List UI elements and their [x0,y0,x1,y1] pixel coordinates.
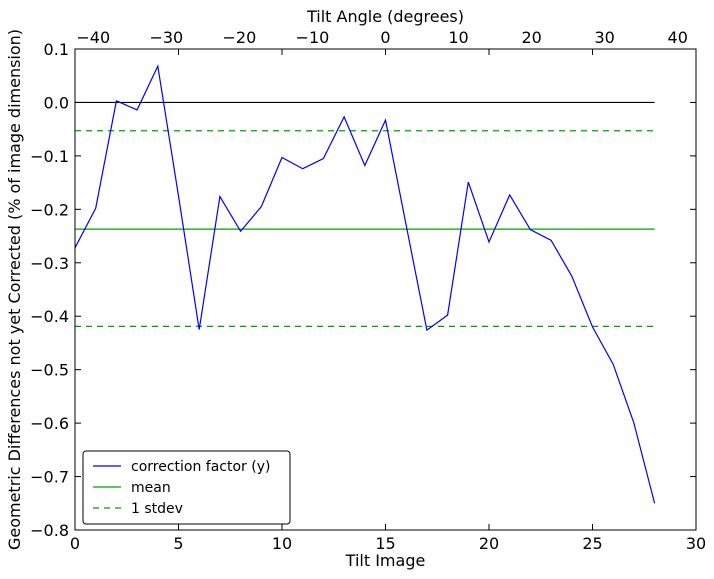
x-tick-label: 5 [173,534,183,553]
top-x-tick-label: −40 [76,28,110,47]
axis-ticks: 0 5 10 15 20 25 30 −40 −30 −20 −10 0 10 20 30 40 0.1 0.0 −… [30,28,706,553]
legend-label: 1 stdev [131,501,183,517]
top-x-tick-label: −20 [222,28,256,47]
series-line-0 [74,64,656,504]
top-x-tick-label: 40 [668,28,688,47]
x-axis-label: Tilt Image [345,551,426,570]
legend-box [82,450,291,525]
top-x-tick-label: 10 [448,28,468,47]
top-x-axis-label: Tilt Angle (degrees) [306,7,464,26]
y-tick-label: −0.6 [30,414,69,433]
top-x-tick-label: 20 [521,28,541,47]
legend-label: mean [131,480,171,496]
legend: correction factor (y) mean 1 stdev [82,450,291,525]
x-tick-label: 20 [479,534,499,553]
x-tick-label: 15 [375,534,395,553]
plot-area [74,64,656,504]
y-tick-label: −0.4 [30,307,69,326]
top-x-tick-label: −30 [149,28,183,47]
y-tick-label: −0.8 [30,521,69,540]
y-tick-label: −0.3 [30,254,69,273]
y-tick-label: 0.0 [44,93,69,112]
y-tick-label: −0.5 [30,361,69,380]
top-x-tick-label: 30 [594,28,614,47]
x-tick-label: 25 [582,534,602,553]
y-tick-label: −0.1 [30,147,69,166]
top-x-tick-label: −10 [296,28,330,47]
y-tick-label: −0.7 [30,468,69,487]
x-tick-label: 10 [272,534,292,553]
top-x-tick-label: 0 [380,28,390,47]
y-tick-label: 0.1 [44,40,69,59]
legend-label: correction factor (y) [131,459,270,475]
y-axis-label: Geometric Differences not yet Corrected … [5,29,24,550]
x-tick-label: 0 [70,534,80,553]
x-tick-label: 30 [686,534,706,553]
y-tick-label: −0.2 [30,200,69,219]
